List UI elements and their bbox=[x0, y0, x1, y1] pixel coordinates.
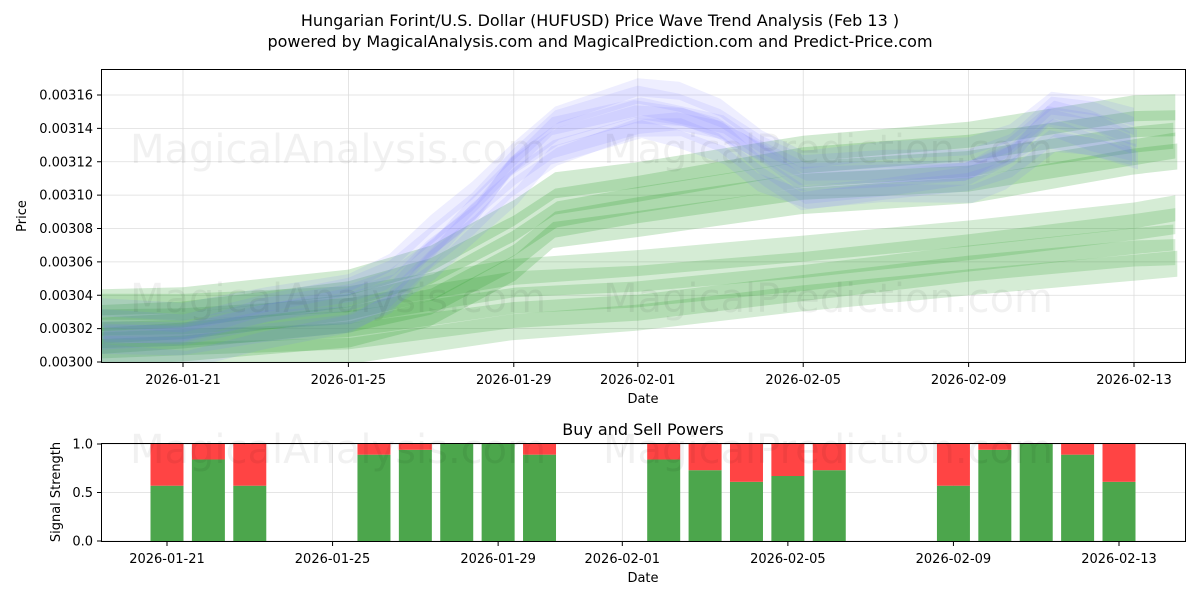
buy-bar bbox=[481, 444, 515, 541]
buy-bar bbox=[812, 470, 846, 541]
blue-wave-band bbox=[102, 112, 1136, 350]
top-y-tick-label: 0.00314 bbox=[39, 122, 93, 137]
sell-bar bbox=[233, 444, 267, 486]
bottom-axes: 0.0 0.5 1.0 2026-01-21 2026-01-25 2026-01-29 2… bbox=[72, 438, 1156, 568]
bottom-ylabel: Signal Strength bbox=[49, 442, 64, 542]
top-xlabel: Date bbox=[627, 392, 658, 407]
green-lower-wave-band bbox=[102, 195, 1176, 320]
green-upper-wave-band bbox=[102, 143, 1178, 362]
watermark-top-right-2: MagicalPrediction.com bbox=[603, 276, 1053, 322]
buy-bar bbox=[688, 470, 722, 541]
bottom-title: Buy and Sell Powers bbox=[562, 420, 724, 439]
green-lower-wave-band bbox=[102, 224, 1174, 349]
buy-bar bbox=[1019, 444, 1053, 541]
green-lower-wave-band bbox=[102, 250, 1178, 362]
buy-bar bbox=[523, 454, 557, 541]
chart-title: Hungarian Forint/U.S. Dollar (HUFUSD) Pr… bbox=[301, 11, 899, 30]
blue-wave-band bbox=[103, 105, 1131, 344]
buy-bar bbox=[647, 459, 681, 541]
top-x-tick-label: 2026-02-01 bbox=[600, 373, 676, 388]
sell-bar bbox=[771, 444, 805, 477]
sell-bar bbox=[729, 444, 763, 482]
bottom-x-tick-label: 2026-02-05 bbox=[750, 552, 826, 567]
buy-bar bbox=[1061, 454, 1095, 541]
bottom-plot-frame bbox=[101, 443, 1186, 542]
green-upper-wave-band bbox=[102, 110, 1176, 331]
watermark-bottom-left: MagicalAnalysis.com bbox=[130, 427, 546, 473]
bottom-x-tick-label: 2026-01-25 bbox=[295, 552, 371, 567]
top-x-tick-label: 2026-02-09 bbox=[931, 373, 1007, 388]
bottom-x-tick-label: 2026-02-13 bbox=[1081, 552, 1157, 567]
buy-bar bbox=[936, 485, 970, 541]
bottom-x-tick-label: 2026-02-01 bbox=[585, 552, 661, 567]
buy-bar bbox=[440, 444, 474, 541]
top-x-tick-label: 2026-02-05 bbox=[765, 373, 841, 388]
watermark-top-right-1: MagicalPrediction.com bbox=[603, 127, 1053, 173]
top-watermarks: MagicalAnalysis.com MagicalPrediction.co… bbox=[130, 127, 1053, 322]
buy-bar bbox=[978, 449, 1012, 541]
sell-bar bbox=[523, 444, 557, 455]
sell-bar bbox=[191, 444, 225, 460]
bottom-x-tick-label: 2026-01-29 bbox=[460, 552, 536, 567]
top-y-tick-label: 0.00316 bbox=[39, 89, 93, 104]
green-upper-wave-band bbox=[102, 122, 1174, 344]
watermark-top-left-1: MagicalAnalysis.com bbox=[130, 127, 546, 173]
watermark-bottom-right: MagicalPrediction.com bbox=[603, 427, 1053, 473]
sell-bar bbox=[936, 444, 970, 486]
sell-bar bbox=[1102, 444, 1136, 482]
top-y-tick-label: 0.00312 bbox=[39, 155, 93, 170]
top-axes: 0.00300 0.00302 0.00304 0.00306 0.00308 0.003… bbox=[39, 89, 1172, 389]
buy-bar bbox=[729, 481, 763, 541]
top-x-tick-label: 2026-02-13 bbox=[1096, 373, 1172, 388]
sell-bar bbox=[1061, 444, 1095, 455]
buy-bar bbox=[233, 485, 267, 541]
chart-subtitle: powered by MagicalAnalysis.com and Magic… bbox=[267, 32, 932, 51]
top-x-tick-label: 2026-01-21 bbox=[145, 373, 221, 388]
top-y-tick-label: 0.00300 bbox=[39, 356, 93, 371]
sell-bar bbox=[688, 444, 722, 471]
sell-bar bbox=[357, 444, 391, 455]
bottom-x-tick-label: 2026-02-09 bbox=[916, 552, 992, 567]
top-y-tick-label: 0.00308 bbox=[39, 222, 93, 237]
top-x-tick-label: 2026-01-25 bbox=[311, 373, 387, 388]
top-y-tick-label: 0.00302 bbox=[39, 322, 93, 337]
bottom-y-tick-label: 1.0 bbox=[72, 438, 93, 453]
top-grid bbox=[102, 70, 1185, 363]
bottom-y-tick-label: 0.5 bbox=[72, 486, 93, 501]
sell-bar bbox=[812, 444, 846, 471]
bottom-bars bbox=[150, 444, 1136, 541]
buy-bar bbox=[1102, 481, 1136, 541]
sell-bar bbox=[398, 444, 432, 450]
buy-bar bbox=[398, 449, 432, 541]
top-y-tick-label: 0.00304 bbox=[39, 289, 93, 304]
green-lower-wave-band bbox=[102, 239, 1176, 359]
top-ylabel: Price bbox=[15, 200, 30, 232]
bottom-watermarks: MagicalAnalysis.com MagicalPrediction.co… bbox=[130, 427, 1053, 473]
top-waves bbox=[102, 78, 1178, 362]
green-upper-wave-band bbox=[102, 94, 1176, 316]
top-y-tick-label: 0.00306 bbox=[39, 255, 93, 270]
blue-wave-band bbox=[104, 100, 1130, 345]
sell-bar bbox=[150, 444, 184, 486]
bottom-xlabel: Date bbox=[627, 571, 658, 586]
bottom-y-tick-label: 0.0 bbox=[72, 535, 93, 550]
sell-bar bbox=[978, 444, 1012, 450]
green-lower-wave-band bbox=[102, 208, 1176, 336]
buy-bar bbox=[191, 459, 225, 541]
bottom-x-tick-label: 2026-01-21 bbox=[129, 552, 205, 567]
buy-bar bbox=[771, 476, 805, 541]
watermark-top-left-2: MagicalAnalysis.com bbox=[130, 276, 546, 322]
blue-wave-band bbox=[102, 97, 1137, 341]
buy-bar bbox=[150, 485, 184, 541]
top-x-tick-label: 2026-01-29 bbox=[476, 373, 552, 388]
top-plot-frame bbox=[101, 69, 1186, 363]
buy-bar bbox=[357, 454, 391, 541]
green-upper-wave-band bbox=[102, 132, 1176, 354]
sell-bar bbox=[647, 444, 681, 460]
top-y-tick-label: 0.00310 bbox=[39, 189, 93, 204]
